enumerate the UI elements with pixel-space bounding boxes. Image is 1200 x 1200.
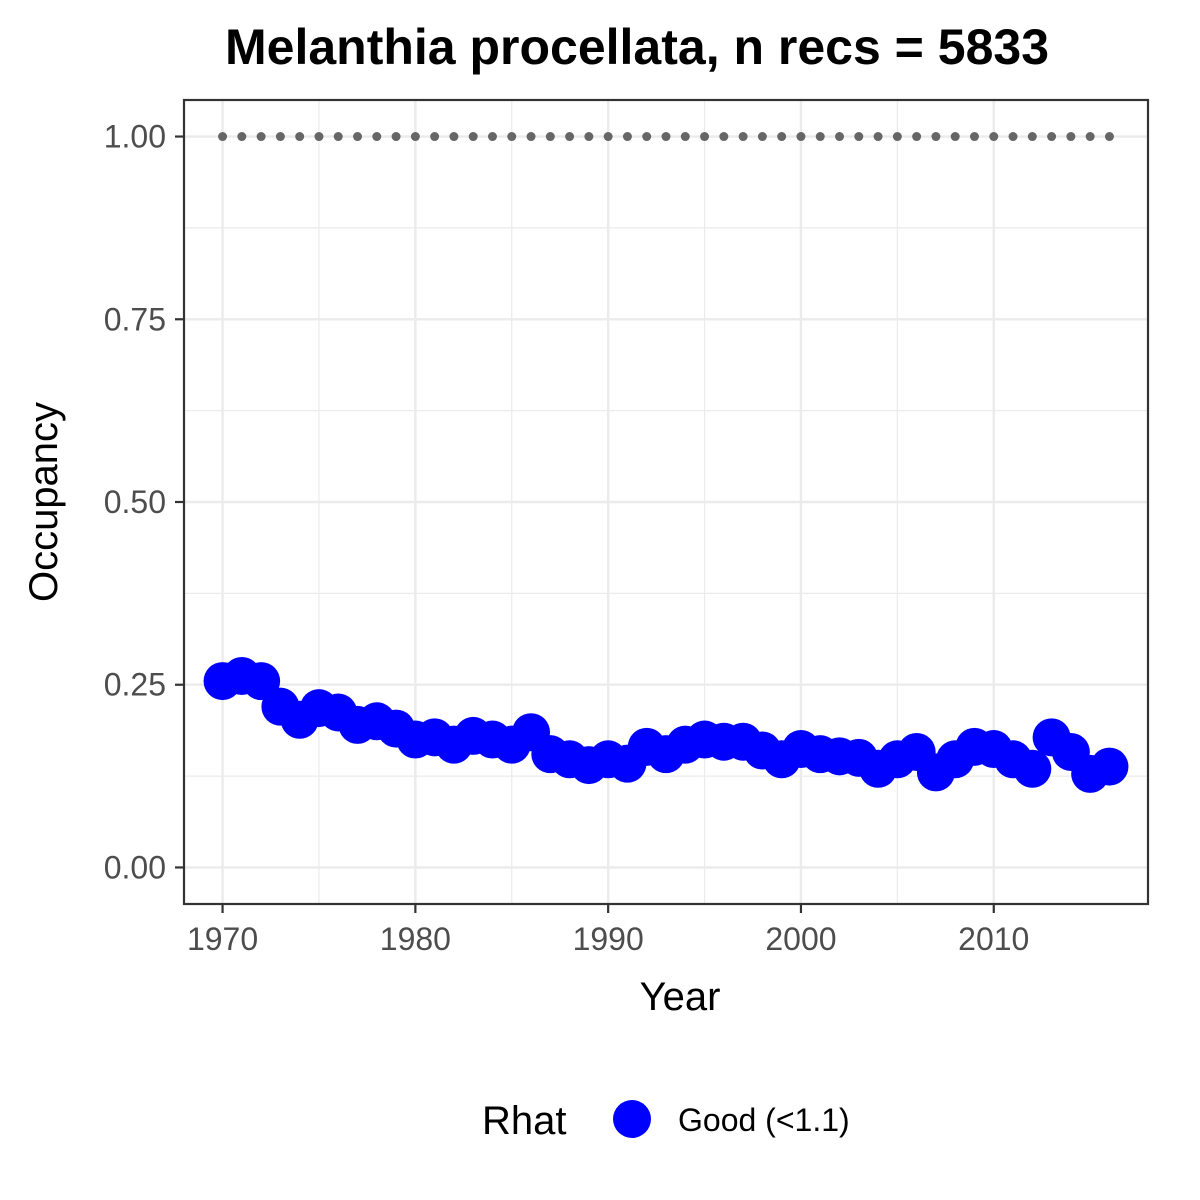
reference-point — [892, 132, 902, 142]
reference-point — [584, 132, 594, 142]
x-tick-label: 2010 — [958, 921, 1029, 957]
reference-point — [295, 132, 305, 142]
reference-point — [969, 132, 979, 142]
reference-point — [738, 132, 748, 142]
reference-point — [449, 132, 459, 142]
reference-point — [333, 132, 343, 142]
reference-point — [642, 132, 652, 142]
reference-point — [661, 132, 671, 142]
reference-point — [854, 132, 864, 142]
legend-key-good — [613, 1100, 651, 1138]
reference-point — [989, 132, 999, 142]
reference-point — [622, 132, 632, 142]
legend: Rhat Good (<1.1) — [482, 1099, 850, 1143]
occupancy-point — [1090, 747, 1129, 786]
reference-point — [1104, 132, 1114, 142]
reference-point — [757, 132, 767, 142]
reference-point — [468, 132, 478, 142]
reference-point — [314, 132, 324, 142]
reference-point — [603, 132, 613, 142]
y-tick-label: 0.25 — [104, 667, 166, 703]
reference-point — [1085, 132, 1095, 142]
reference-point — [507, 132, 517, 142]
reference-point — [237, 132, 247, 142]
reference-point — [545, 132, 555, 142]
reference-point — [1027, 132, 1037, 142]
reference-point — [873, 132, 883, 142]
reference-point — [565, 132, 575, 142]
x-tick-label: 1980 — [380, 921, 451, 957]
reference-point — [796, 132, 806, 142]
reference-point — [410, 132, 420, 142]
x-axis-title: Year — [640, 975, 721, 1019]
reference-point — [950, 132, 960, 142]
reference-point — [931, 132, 941, 142]
y-axis-title: Occupancy — [22, 402, 66, 602]
reference-point — [835, 132, 845, 142]
reference-point — [1066, 132, 1076, 142]
legend-label-good: Good (<1.1) — [678, 1102, 850, 1138]
reference-point — [256, 132, 266, 142]
y-tick-label: 0.75 — [104, 301, 166, 337]
reference-point — [391, 132, 401, 142]
occupancy-point — [1013, 749, 1052, 788]
points-layer — [203, 132, 1129, 793]
reference-point — [680, 132, 690, 142]
reference-point — [218, 132, 228, 142]
reference-point — [777, 132, 787, 142]
reference-point — [912, 132, 922, 142]
chart-title: Melanthia procellata, n recs = 5833 — [225, 19, 1049, 75]
x-tick-label: 1990 — [573, 921, 644, 957]
y-tick-label: 0.00 — [104, 849, 166, 885]
y-tick-label: 1.00 — [104, 119, 166, 155]
reference-point — [275, 132, 285, 142]
reference-point — [1008, 132, 1018, 142]
reference-point — [430, 132, 440, 142]
reference-point — [700, 132, 710, 142]
x-tick-label: 2000 — [765, 921, 836, 957]
reference-point — [372, 132, 382, 142]
x-tick-label: 1970 — [187, 921, 258, 957]
grid — [184, 100, 1148, 904]
axes: 1970 1980 1990 2000 2010 0.00 0.25 0.50 0.75 1.00 — [104, 119, 1030, 957]
reference-point — [1047, 132, 1057, 142]
legend-title: Rhat — [482, 1099, 567, 1143]
y-tick-label: 0.50 — [104, 484, 166, 520]
reference-point — [353, 132, 363, 142]
reference-point — [815, 132, 825, 142]
reference-point — [487, 132, 497, 142]
reference-point — [719, 132, 729, 142]
reference-point — [526, 132, 536, 142]
